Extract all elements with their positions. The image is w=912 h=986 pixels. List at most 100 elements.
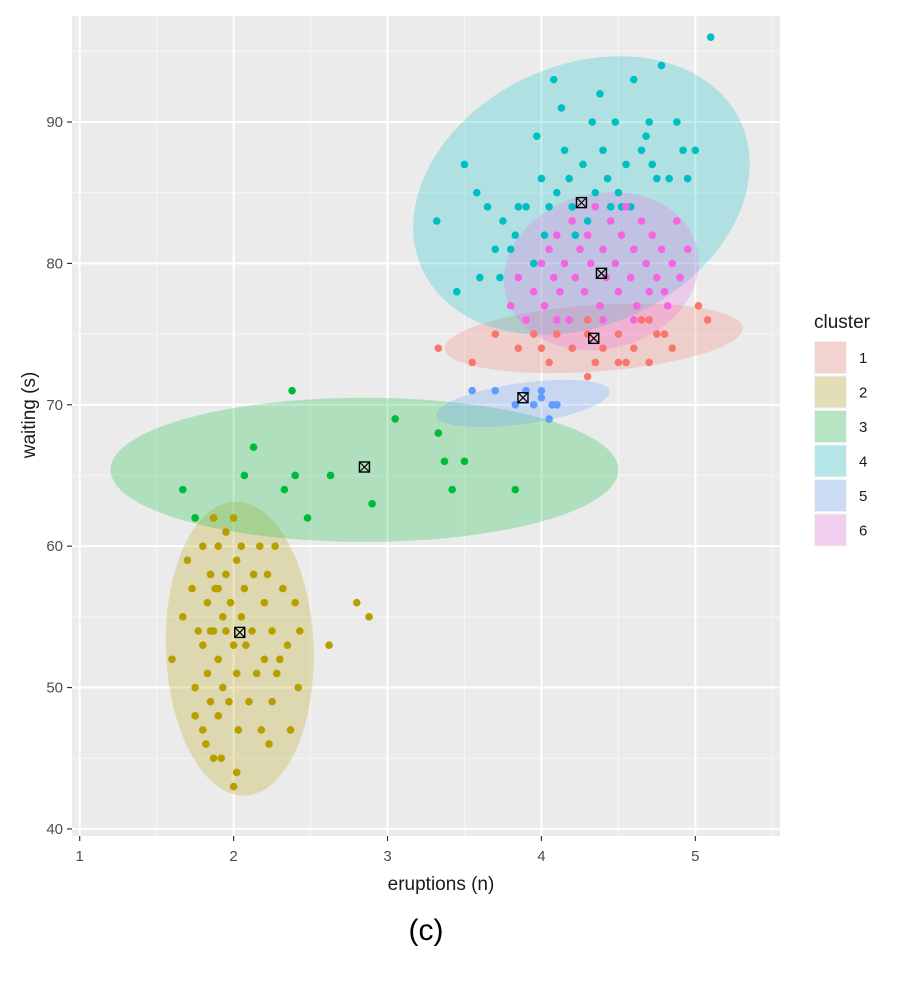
legend-item-4: 4 <box>814 444 867 478</box>
data-point-cluster-2 <box>226 598 235 607</box>
data-point-cluster-2 <box>260 655 269 664</box>
data-point-cluster-1 <box>583 372 592 381</box>
data-point-cluster-1 <box>583 316 592 324</box>
centroid-marker-1 <box>588 332 600 345</box>
data-point-cluster-4 <box>568 203 577 211</box>
data-point-cluster-3 <box>291 471 299 480</box>
data-point-cluster-4 <box>452 287 461 296</box>
data-point-cluster-6 <box>583 231 592 239</box>
data-point-cluster-4 <box>460 160 469 169</box>
data-point-cluster-1 <box>583 330 592 338</box>
data-point-cluster-4 <box>683 174 692 183</box>
data-point-cluster-4 <box>653 174 661 183</box>
data-point-cluster-6 <box>522 316 530 324</box>
data-point-cluster-2 <box>268 697 276 706</box>
data-point-cluster-6 <box>537 259 546 268</box>
data-point-cluster-6 <box>549 273 558 282</box>
data-point-cluster-2 <box>209 754 218 763</box>
data-point-cluster-2 <box>265 740 273 748</box>
legend-key-background <box>814 444 847 478</box>
data-point-cluster-1 <box>660 330 669 338</box>
data-point-cluster-3 <box>434 429 443 437</box>
data-point-cluster-2 <box>229 514 238 522</box>
cluster-centroids <box>234 196 608 639</box>
data-point-cluster-3 <box>179 485 187 494</box>
data-point-cluster-1 <box>668 344 677 353</box>
data-point-cluster-6 <box>617 231 626 239</box>
data-point-cluster-2 <box>232 669 241 678</box>
data-point-cluster-4 <box>706 33 715 42</box>
data-point-cluster-1 <box>622 358 630 367</box>
data-point-cluster-2 <box>202 740 210 748</box>
data-point-cluster-2 <box>229 782 238 791</box>
data-points <box>168 33 715 791</box>
data-point-cluster-6 <box>645 287 653 296</box>
data-point-cluster-2 <box>252 669 261 678</box>
data-point-cluster-4 <box>665 174 673 183</box>
data-point-cluster-1 <box>599 344 607 353</box>
centroid-marker-2 <box>234 626 246 639</box>
data-point-cluster-2 <box>260 598 269 607</box>
data-point-cluster-6 <box>614 287 623 296</box>
legend-swatch-5 <box>815 480 846 511</box>
legend-item-6: 6 <box>814 513 867 547</box>
x-axis-title: eruptions (n) <box>388 874 495 895</box>
data-point-cluster-6 <box>683 245 692 254</box>
plot-panel <box>72 16 780 836</box>
data-point-cluster-6 <box>596 302 604 310</box>
data-point-cluster-6 <box>586 259 595 268</box>
data-point-cluster-2 <box>240 584 249 593</box>
data-point-cluster-5 <box>511 400 520 409</box>
data-point-cluster-2 <box>222 627 230 635</box>
data-point-cluster-6 <box>599 245 607 254</box>
data-point-cluster-2 <box>214 712 223 720</box>
data-point-cluster-6 <box>514 273 523 282</box>
data-point-cluster-5 <box>537 393 546 402</box>
data-point-cluster-2 <box>283 641 292 649</box>
data-point-cluster-2 <box>191 712 199 720</box>
data-point-cluster-2 <box>203 598 212 607</box>
cluster-ellipse-2 <box>165 501 314 796</box>
data-point-cluster-2 <box>232 556 241 565</box>
data-point-cluster-6 <box>629 245 638 254</box>
data-point-cluster-2 <box>365 613 373 621</box>
data-point-cluster-6 <box>673 217 681 225</box>
data-point-cluster-6 <box>506 302 515 310</box>
data-point-cluster-4 <box>622 160 630 169</box>
data-point-cluster-2 <box>191 683 199 692</box>
data-point-cluster-2 <box>183 556 192 565</box>
data-point-cluster-4 <box>472 188 481 197</box>
data-point-cluster-4 <box>491 245 500 254</box>
data-point-cluster-1 <box>491 330 500 338</box>
data-point-cluster-1 <box>537 344 546 353</box>
data-point-cluster-4 <box>596 89 604 98</box>
data-point-cluster-4 <box>432 217 441 225</box>
legend-key-background <box>814 513 847 547</box>
legend-swatch-1 <box>815 342 846 373</box>
legend-label-5: 5 <box>859 488 867 505</box>
data-point-cluster-6 <box>568 217 577 225</box>
data-point-cluster-2 <box>214 655 223 664</box>
minor-gridlines <box>72 16 780 836</box>
legend-swatch-4 <box>815 445 846 477</box>
data-point-cluster-2 <box>294 683 303 692</box>
data-point-cluster-4 <box>522 203 530 211</box>
data-point-cluster-2 <box>219 613 227 621</box>
data-point-cluster-2 <box>232 768 241 777</box>
data-point-cluster-4 <box>506 245 515 254</box>
legend-label-3: 3 <box>859 419 867 436</box>
legend-key-background <box>814 341 847 374</box>
legend-label-1: 1 <box>859 350 867 367</box>
data-point-cluster-1 <box>703 316 712 324</box>
data-point-cluster-6 <box>676 273 684 282</box>
legend-swatch-6 <box>815 514 846 546</box>
cluster-ellipse-4 <box>413 56 750 335</box>
data-point-cluster-6 <box>653 273 661 282</box>
data-point-cluster-2 <box>199 641 207 649</box>
data-point-cluster-2 <box>234 726 243 734</box>
data-point-cluster-2 <box>179 613 187 621</box>
data-point-cluster-4 <box>637 146 646 155</box>
centroid-marker-3 <box>358 461 371 473</box>
data-point-cluster-1 <box>553 330 561 338</box>
data-point-cluster-6 <box>622 203 630 211</box>
